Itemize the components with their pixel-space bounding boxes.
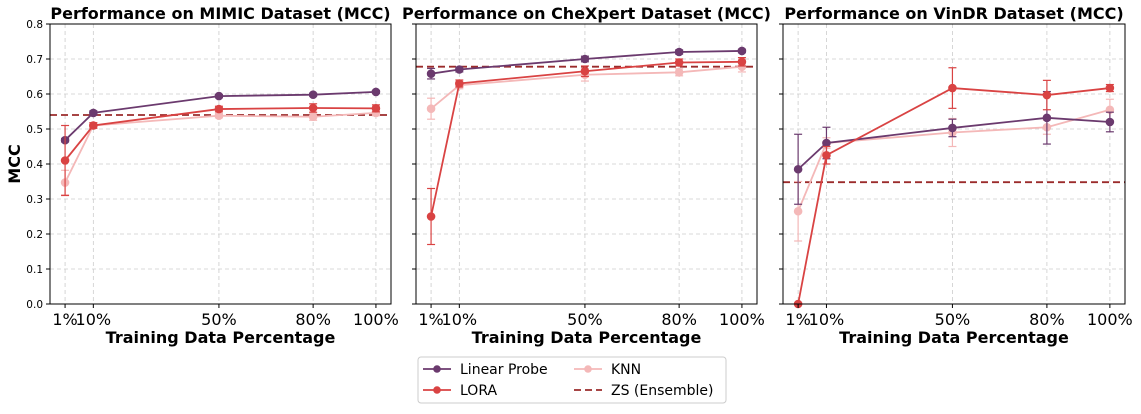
legend-item-lora: LORA bbox=[423, 383, 497, 399]
data-point bbox=[426, 104, 436, 113]
data-point bbox=[60, 156, 70, 165]
series-linear-probe bbox=[426, 46, 747, 80]
x-tick-label: 10% bbox=[809, 310, 845, 329]
data-point bbox=[426, 69, 436, 78]
series-linear-probe bbox=[793, 90, 1115, 205]
x-tick-label: 80% bbox=[661, 310, 697, 329]
x-tick-label: 50% bbox=[935, 310, 971, 329]
data-point bbox=[426, 212, 436, 221]
data-point bbox=[1042, 113, 1052, 123]
x-tick-label: 1% bbox=[52, 310, 77, 329]
data-point bbox=[89, 108, 98, 118]
series-lora bbox=[426, 56, 747, 246]
y-axis-label: MCC bbox=[5, 144, 24, 183]
legend-marker bbox=[433, 386, 441, 394]
data-point bbox=[1105, 83, 1115, 93]
y-tick-label: 0.5 bbox=[26, 124, 43, 136]
x-axis-label: Training Data Percentage bbox=[106, 328, 336, 347]
data-point bbox=[455, 65, 464, 74]
legend-box bbox=[417, 356, 727, 404]
legend-label: LORA bbox=[460, 383, 497, 399]
legend-item-knn: KNN bbox=[574, 362, 641, 378]
x-tick-label: 100% bbox=[1087, 310, 1133, 329]
x-tick-label: 1% bbox=[785, 310, 810, 329]
data-point bbox=[89, 121, 98, 130]
data-point bbox=[371, 104, 381, 113]
data-point bbox=[1105, 117, 1115, 127]
data-point bbox=[371, 87, 381, 97]
x-tick-label: 10% bbox=[442, 310, 478, 329]
legend-marker bbox=[584, 365, 592, 373]
legend-label: ZS (Ensemble) bbox=[611, 383, 714, 399]
data-point bbox=[580, 66, 590, 76]
series-knn bbox=[793, 98, 1115, 242]
chart-panel-2: 1%10% 50% 80% 100% Performance on CheXpert D… bbox=[402, 4, 771, 347]
legend: Linear Probe LORA KNN ZS (Ensemble) bbox=[417, 356, 727, 404]
data-point bbox=[308, 112, 318, 122]
data-point bbox=[308, 90, 318, 99]
data-point bbox=[793, 164, 803, 174]
x-tick-label: 50% bbox=[567, 310, 603, 329]
data-point bbox=[793, 206, 803, 216]
series-line bbox=[797, 87, 1110, 305]
data-point bbox=[822, 138, 831, 148]
data-point bbox=[214, 91, 224, 101]
data-point bbox=[308, 103, 318, 113]
data-point bbox=[737, 57, 747, 67]
legend-item-zs-ensemble-: ZS (Ensemble) bbox=[574, 383, 714, 399]
x-tick-label: 100% bbox=[719, 310, 765, 329]
y-tick-label: 0.0 bbox=[26, 299, 43, 311]
y-tick-label: 0.3 bbox=[26, 194, 43, 206]
series-knn bbox=[60, 108, 381, 196]
data-point bbox=[822, 150, 831, 160]
chart-panel-3: 1%10% 50% 80% 100% Performance on VinDR Data… bbox=[779, 4, 1133, 347]
data-point bbox=[737, 46, 747, 56]
x-tick-label: 1% bbox=[418, 310, 443, 329]
y-tick-label: 0.7 bbox=[26, 54, 43, 66]
y-tick-label: 0.6 bbox=[26, 89, 43, 101]
x-tick-label: 100% bbox=[353, 310, 399, 329]
data-point bbox=[214, 104, 224, 114]
legend-item-linear-probe: Linear Probe bbox=[423, 362, 548, 378]
legend-marker bbox=[433, 365, 441, 373]
chart-title: Performance on CheXpert Dataset (MCC) bbox=[402, 4, 771, 23]
y-tick-label: 0.1 bbox=[26, 264, 43, 276]
data-point bbox=[580, 54, 590, 64]
y-tick-label: 0.2 bbox=[26, 229, 43, 241]
x-tick-label: 80% bbox=[295, 310, 331, 329]
y-tick-label: 0.8 bbox=[26, 19, 43, 31]
legend-label: Linear Probe bbox=[460, 362, 548, 378]
x-tick-label: 80% bbox=[1029, 310, 1065, 329]
series-lora bbox=[60, 103, 381, 197]
x-tick-label: 10% bbox=[76, 310, 112, 329]
x-axis-label: Training Data Percentage bbox=[472, 328, 702, 347]
y-tick-label: 0.4 bbox=[26, 159, 43, 171]
data-point bbox=[948, 83, 957, 93]
legend-label: KNN bbox=[611, 362, 641, 378]
x-tick-label: 50% bbox=[201, 310, 237, 329]
x-axis-label: Training Data Percentage bbox=[839, 328, 1069, 347]
data-point bbox=[948, 123, 957, 133]
chart-title: Performance on MIMIC Dataset (MCC) bbox=[50, 4, 390, 23]
data-point bbox=[1042, 90, 1052, 100]
series-lora bbox=[793, 67, 1115, 309]
chart-title: Performance on VinDR Dataset (MCC) bbox=[784, 4, 1123, 23]
series-line bbox=[430, 60, 742, 217]
data-point bbox=[674, 58, 684, 67]
data-point bbox=[674, 47, 684, 57]
data-point bbox=[455, 79, 464, 88]
data-point bbox=[674, 68, 684, 77]
chart-panel-1: 0.0 0.1 0.2 0.3 0.4 0.5 0.6 0.7 0.8 1%10% 50% 80% 10… bbox=[5, 4, 399, 347]
